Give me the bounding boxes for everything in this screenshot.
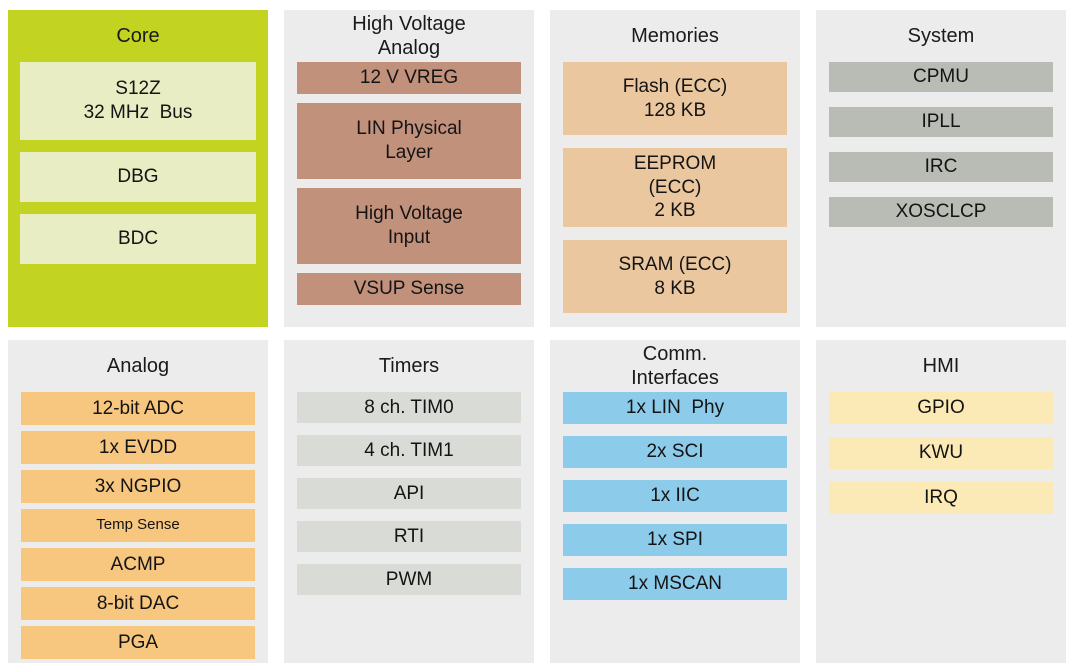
block-1x-iic: 1x IIC (563, 480, 787, 512)
panel-analog: Analog 12-bit ADC 1x EVDD 3x NGPIO Temp Sens… (8, 340, 268, 663)
block-bdc: BDC (20, 214, 256, 264)
block-kwu: KWU (829, 437, 1053, 469)
panel-items-hva: 12 V VREG LIN Physical Layer High Voltage … (284, 62, 534, 305)
block-1x-evdd: 1x EVDD (21, 431, 255, 464)
block-8-ch-tim0: 8 ch. TIM0 (297, 392, 521, 423)
panel-title-analog: Analog (106, 355, 170, 377)
block-lin-physical-layer: LIN Physical Layer (297, 103, 521, 179)
panel-items-analog: 12-bit ADC 1x EVDD 3x NGPIO Temp Sense ACMP 8… (8, 392, 268, 659)
panel-items-mem: Flash (ECC) 128 KB EEPROM (ECC) 2 KB SRAM … (550, 62, 800, 313)
panel-title-mem: Memories (631, 25, 719, 47)
block-gpio: GPIO (829, 392, 1053, 424)
block-temp-sense: Temp Sense (21, 509, 255, 542)
block-1x-lin-phy: 1x LIN Phy (563, 392, 787, 424)
panel-items-comm: 1x LIN Phy 2x SCI 1x IIC 1x SPI 1x MSCAN (550, 392, 800, 600)
block-irc: IRC (829, 152, 1053, 182)
panel-title-sys: System (907, 25, 975, 47)
panel-timers: Timers 8 ch. TIM0 4 ch. TIM1 API RTI PWM (284, 340, 534, 663)
panel-sys: System CPMU IPLL IRC XOSCLCP (816, 10, 1066, 327)
panel-title-comm: Comm. Interfaces (631, 343, 719, 389)
panel-hmi: HMI GPIO KWU IRQ (816, 340, 1066, 663)
block-api: API (297, 478, 521, 509)
block-vsup-sense: VSUP Sense (297, 273, 521, 305)
panel-title-hva: High Voltage Analog (352, 13, 466, 59)
block-8-bit-dac: 8-bit DAC (21, 587, 255, 620)
block-dbg: DBG (20, 152, 256, 202)
panel-title-hmi: HMI (922, 355, 960, 377)
panel-items-timers: 8 ch. TIM0 4 ch. TIM1 API RTI PWM (284, 392, 534, 595)
block-ipll: IPLL (829, 107, 1053, 137)
block-eeprom-ecc-2-kb: EEPROM (ECC) 2 KB (563, 148, 787, 227)
panel-hva: High Voltage Analog 12 V VREG LIN Physical… (284, 10, 534, 327)
block-4-ch-tim1: 4 ch. TIM1 (297, 435, 521, 466)
panel-mem: Memories Flash (ECC) 128 KB EEPROM (ECC) 2… (550, 10, 800, 327)
block-sram-ecc-8-kb: SRAM (ECC) 8 KB (563, 240, 787, 313)
block-12-v-vreg: 12 V VREG (297, 62, 521, 94)
block-s12z-32-mhz-bus: S12Z 32 MHz Bus (20, 62, 256, 140)
block-acmp: ACMP (21, 548, 255, 581)
block-flash-ecc-128-kb: Flash (ECC) 128 KB (563, 62, 787, 135)
panel-title-timers: Timers (378, 355, 440, 377)
panel-core: Core S12Z 32 MHz Bus DBG BDC (8, 10, 268, 327)
panel-title-core: Core (116, 25, 160, 47)
block-pwm: PWM (297, 564, 521, 595)
panel-items-sys: CPMU IPLL IRC XOSCLCP (816, 62, 1066, 227)
panel-items-hmi: GPIO KWU IRQ (816, 392, 1066, 514)
block-12-bit-adc: 12-bit ADC (21, 392, 255, 425)
block-cpmu: CPMU (829, 62, 1053, 92)
panel-comm: Comm. Interfaces 1x LIN Phy 2x SCI 1x IIC 1x… (550, 340, 800, 663)
block-xosclcp: XOSCLCP (829, 197, 1053, 227)
block-high-voltage-input: High Voltage Input (297, 188, 521, 264)
block-1x-spi: 1x SPI (563, 524, 787, 556)
block-2x-sci: 2x SCI (563, 436, 787, 468)
panel-items-core: S12Z 32 MHz Bus DBG BDC (8, 62, 268, 264)
block-1x-mscan: 1x MSCAN (563, 568, 787, 600)
block-rti: RTI (297, 521, 521, 552)
block-irq: IRQ (829, 482, 1053, 514)
block-3x-ngpio: 3x NGPIO (21, 470, 255, 503)
block-pga: PGA (21, 626, 255, 659)
